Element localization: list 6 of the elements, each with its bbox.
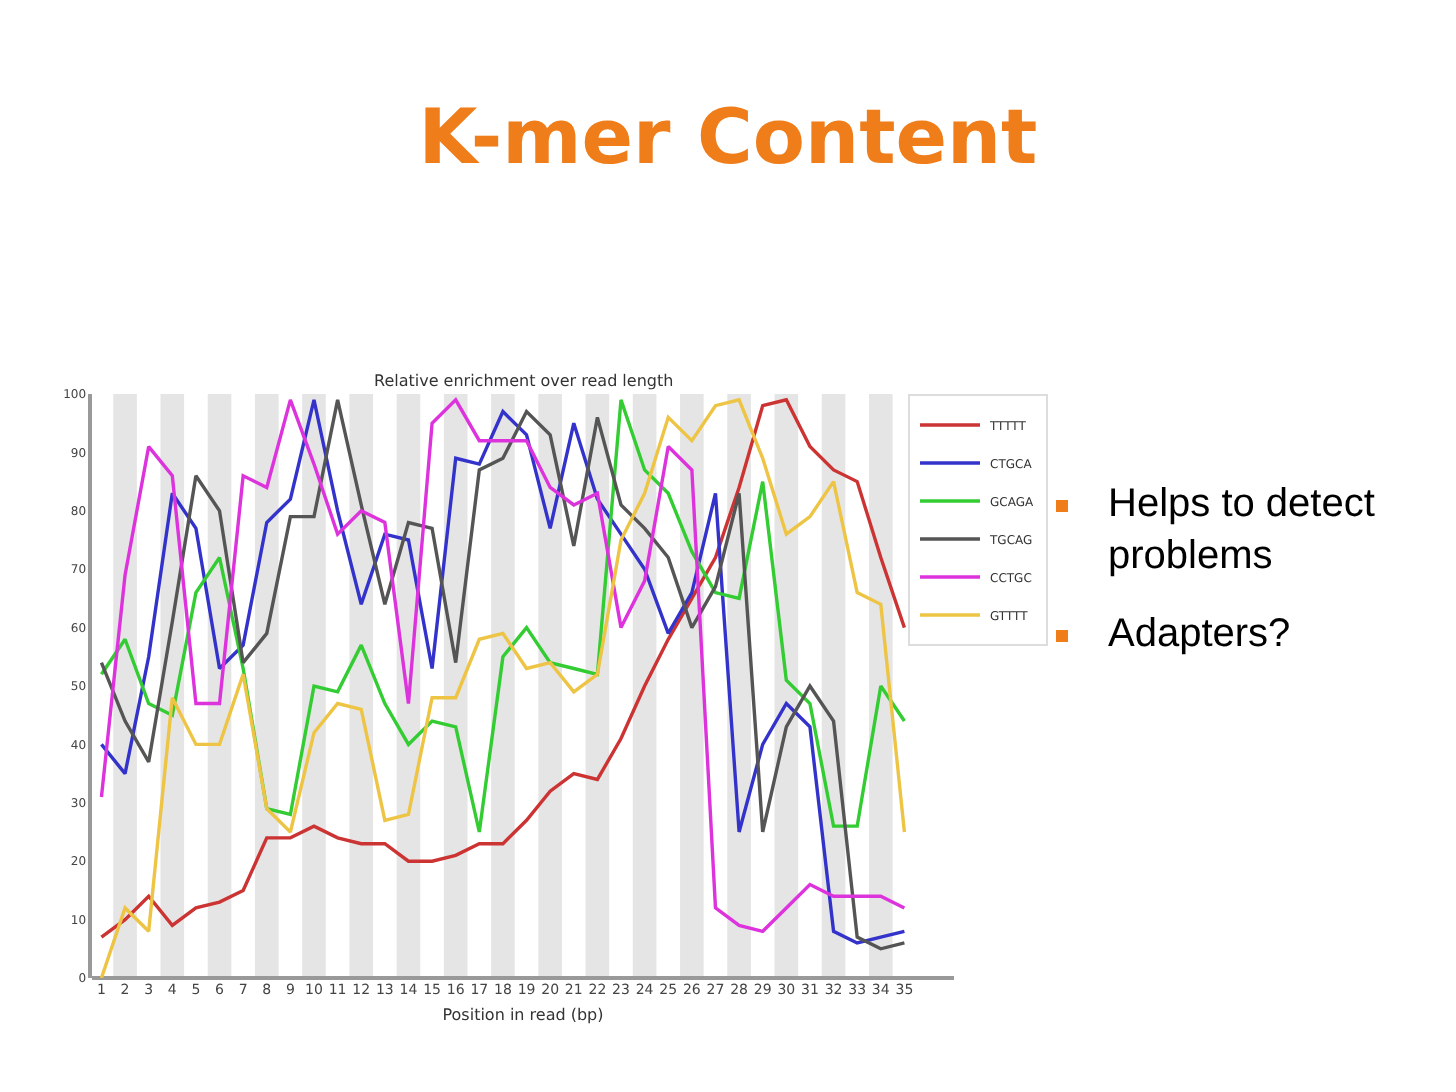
text: Adapters? <box>1108 612 1291 656</box>
chart-subtitle: Relative enrichment over read length <box>374 372 674 390</box>
chart-title: K-mer Content <box>418 92 1038 181</box>
line-series <box>99 398 907 834</box>
x-axis-title: Position in read (bp) <box>442 1006 604 1025</box>
text: Helps to detect problems <box>1108 482 1376 578</box>
